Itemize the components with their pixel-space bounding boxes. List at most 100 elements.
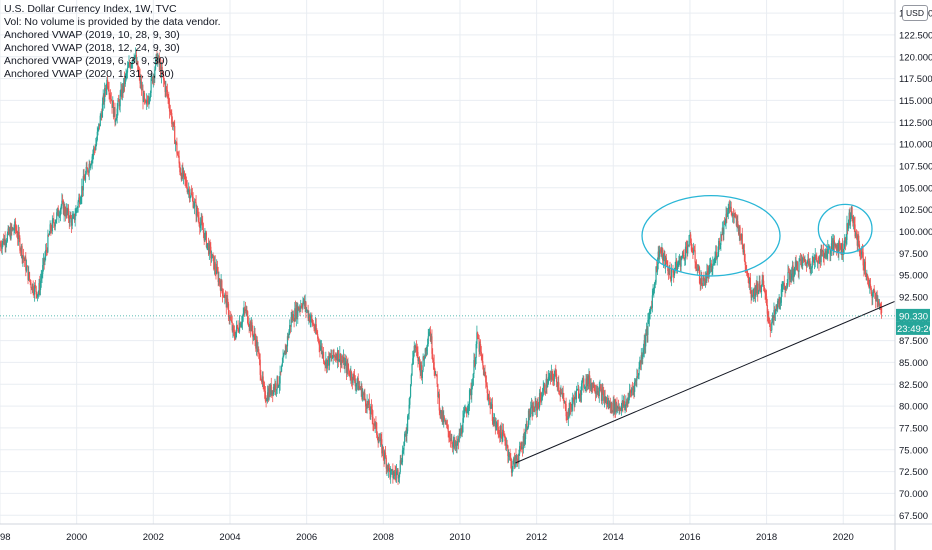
- candle-body: [553, 376, 555, 382]
- candle-body: [524, 429, 527, 440]
- candle-body: [85, 166, 87, 174]
- candle-body: [224, 294, 227, 296]
- candle-body: [123, 78, 125, 91]
- candle-body: [834, 244, 836, 246]
- candle-body: [646, 328, 648, 335]
- candle-body: [282, 356, 284, 363]
- candle-body: [84, 173, 87, 181]
- candle-body: [392, 469, 394, 478]
- candle-body: [712, 263, 714, 269]
- candle-body: [513, 457, 515, 461]
- candle-body: [508, 453, 510, 457]
- candle-body: [233, 326, 235, 332]
- candle-body: [774, 309, 776, 314]
- candle-body: [687, 245, 689, 254]
- candle-body: [324, 362, 326, 364]
- candle-body: [56, 208, 59, 213]
- candle-body: [100, 114, 102, 116]
- candle-body: [443, 417, 446, 420]
- candle-body: [765, 296, 768, 306]
- candle-body: [70, 218, 73, 226]
- candle-body: [2, 238, 4, 244]
- candle-body: [516, 458, 519, 462]
- candle-body: [547, 383, 549, 388]
- price-axis[interactable]: 67.500 70.000 72.500 75.000 77.500 80.000 82.5…: [899, 9, 932, 522]
- drawings[interactable]: [515, 194, 896, 464]
- candle-body: [280, 371, 282, 373]
- candle-body: [234, 336, 236, 339]
- candle-body: [848, 212, 850, 223]
- candle-body: [138, 72, 140, 74]
- candle-body: [626, 399, 628, 407]
- candle-body: [317, 338, 320, 340]
- candle-body: [811, 261, 813, 268]
- candle-body: [799, 258, 802, 261]
- candle-body: [331, 358, 334, 359]
- candle-body: [363, 393, 365, 395]
- candle-body: [587, 376, 589, 385]
- candle-body: [469, 389, 471, 391]
- candle-body: [199, 223, 201, 228]
- candle-body: [813, 259, 816, 263]
- candle-body: [824, 253, 826, 258]
- candle-body: [179, 163, 181, 173]
- candle-body: [471, 386, 473, 396]
- candle-body: [483, 371, 485, 376]
- candle-body: [161, 66, 163, 74]
- candle-body: [600, 386, 602, 389]
- candle-body: [272, 386, 275, 395]
- candle-body: [544, 384, 546, 393]
- candle-body: [360, 386, 362, 390]
- candle-body: [659, 249, 662, 252]
- candle-body: [526, 423, 528, 430]
- candle-body: [292, 314, 294, 320]
- candle-body: [550, 374, 552, 380]
- candle-body: [763, 286, 765, 289]
- candle-body: [661, 248, 663, 253]
- candle-body: [375, 422, 377, 424]
- candle-body: [778, 297, 780, 304]
- candle-body: [151, 77, 154, 83]
- candle-body: [590, 383, 592, 390]
- candle-body: [456, 443, 458, 449]
- candle-body: [284, 350, 286, 355]
- candle-body: [248, 325, 250, 328]
- candle-body: [183, 171, 185, 174]
- candle-body: [500, 425, 502, 434]
- candle-body: [218, 278, 220, 283]
- candle-body: [541, 397, 543, 401]
- candle-body: [347, 363, 349, 370]
- time-tick-label: 2000: [66, 532, 87, 543]
- candle-body: [108, 89, 110, 95]
- candle-body: [776, 304, 778, 309]
- candle-body: [538, 393, 541, 408]
- candle-body: [78, 197, 80, 202]
- candle-body: [219, 278, 221, 284]
- candle-body: [403, 442, 405, 451]
- candle-body: [530, 405, 533, 408]
- candle-body: [592, 382, 594, 388]
- candle-body: [379, 440, 381, 442]
- candle-body: [740, 239, 742, 241]
- candle-body: [566, 416, 568, 420]
- candle-body: [24, 257, 26, 261]
- candle-body: [189, 196, 191, 199]
- candle-body: [651, 306, 653, 308]
- candle-body: [187, 190, 189, 192]
- currency-button[interactable]: USD: [902, 5, 928, 21]
- candle-body: [538, 404, 540, 408]
- candle-body: [216, 266, 218, 274]
- candle-body: [636, 376, 638, 381]
- candle-body: [331, 355, 333, 359]
- candle-body: [682, 252, 684, 255]
- candle-body: [39, 280, 42, 291]
- candle-body: [210, 257, 213, 259]
- candle-body: [812, 256, 814, 262]
- candle-body: [111, 100, 113, 108]
- time-tick-label: 2006: [296, 532, 317, 543]
- candle-body: [168, 97, 170, 105]
- candle-body: [859, 251, 861, 253]
- time-axis[interactable]: 1998 2000 2002 2004 2006 2008 2010 2012 2014 2016…: [0, 532, 854, 543]
- candle-body: [625, 401, 627, 406]
